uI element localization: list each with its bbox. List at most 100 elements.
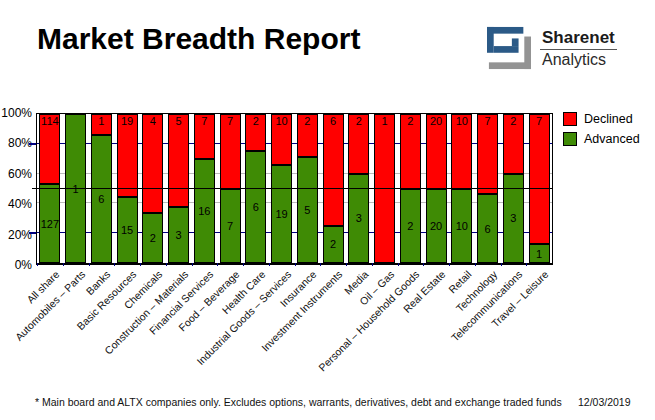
x-axis-tick <box>243 263 244 266</box>
x-axis-tick <box>372 263 373 266</box>
advanced-count: 1 <box>529 248 550 259</box>
bar-Investment Instruments: 62 <box>323 114 344 263</box>
declined-count: 2 <box>400 116 421 127</box>
bar-Construction – Materials: 53 <box>168 114 189 263</box>
x-axis-tick <box>346 263 347 266</box>
y-axis-tick <box>29 232 36 234</box>
bar-Financial Services: 716 <box>194 114 215 263</box>
y-axis-tick <box>29 143 36 145</box>
x-axis-tick <box>63 263 64 266</box>
declined-segment <box>323 114 344 226</box>
x-axis-labels: All shareAutomobiles – PartsBanksBasic R… <box>36 268 553 398</box>
declined-count: 4 <box>142 116 163 127</box>
advanced-count: 19 <box>271 209 292 220</box>
x-axis-tick <box>501 263 502 266</box>
advanced-count: 127 <box>39 218 60 229</box>
declined-count: 5 <box>168 116 189 127</box>
x-axis-tick <box>217 263 218 266</box>
declined-count: 7 <box>477 116 498 127</box>
bar-slot: 2020 <box>423 114 449 263</box>
logo-name: Sharenet <box>540 28 617 50</box>
declined-count: 2 <box>503 116 524 127</box>
y-axis-label: 40% <box>0 197 32 211</box>
bar-slot: 1010 <box>449 114 475 263</box>
bar-Industrial Goods – Services: 10 19 <box>271 114 292 263</box>
y-axis-labels: 100%80%60%40%20%0% <box>0 113 32 265</box>
y-axis-label: 80% <box>0 136 32 150</box>
advanced-count: 7 <box>220 220 241 231</box>
declined-count: 7 <box>220 116 241 127</box>
x-axis-tick <box>449 263 450 266</box>
x-axis-tick <box>526 263 527 266</box>
bar-slot: 10 19 <box>269 114 295 263</box>
sharenet-logo: Sharenet Analytics <box>487 26 617 70</box>
advanced-swatch <box>563 132 577 146</box>
declined-count: 2 <box>245 116 266 127</box>
x-axis-tick <box>140 263 141 266</box>
advanced-count: 3 <box>348 213 369 224</box>
advanced-count: 6 <box>245 202 266 213</box>
y-axis-label: 20% <box>0 228 32 242</box>
bar-Banks: 16 <box>91 114 112 263</box>
advanced-count: 5 <box>297 204 318 215</box>
declined-segment <box>529 114 550 244</box>
bar-slot: 77 <box>217 114 243 263</box>
footnote: * Main board and ALTX companies only. Ex… <box>35 396 562 408</box>
fifty-percent-line <box>32 188 552 189</box>
x-axis-tick <box>398 263 399 266</box>
bar-Personal – Household Goods: 22 <box>400 114 421 263</box>
bar-slot: 23 <box>346 114 372 263</box>
x-axis-tick <box>269 263 270 266</box>
logo-sub: Analytics <box>540 50 617 69</box>
bar-slot: 1 <box>372 114 398 263</box>
bar-slot: 1 <box>63 114 89 263</box>
bar-Health Care: 26 <box>245 114 266 263</box>
bar-Automobiles – Parts: 1 <box>65 114 86 263</box>
bar-Media: 23 <box>348 114 369 263</box>
bar-Insurance: 25 <box>297 114 318 263</box>
x-axis-tick <box>423 263 424 266</box>
legend-item-declined: Declined <box>563 112 640 126</box>
bar-slot: 716 <box>192 114 218 263</box>
advanced-count: 20 <box>426 220 447 231</box>
bar-Food – Beverage: 77 <box>220 114 241 263</box>
logo-blue-shape <box>487 27 523 53</box>
bar-slot: 26 <box>243 114 269 263</box>
advanced-count: 6 <box>477 223 498 234</box>
declined-swatch <box>563 112 577 126</box>
advanced-count: 1 <box>65 183 86 194</box>
y-axis-label: 0% <box>0 258 32 272</box>
bar-slot: 62 <box>320 114 346 263</box>
advanced-count: 2 <box>323 239 344 250</box>
x-axis-tick <box>37 263 38 266</box>
x-axis-tick <box>166 263 167 266</box>
declined-count: 1 <box>374 116 395 127</box>
sharenet-s-icon <box>487 26 531 70</box>
bar-slot: 23 <box>501 114 527 263</box>
bar-Technology: 76 <box>477 114 498 263</box>
y-axis-label: 100% <box>0 106 32 120</box>
bar-slot: 22 <box>398 114 424 263</box>
declined-count: 20 <box>426 116 447 127</box>
report-date: 12/03/2019 <box>578 396 631 408</box>
page-title: Market Breadth Report <box>37 22 360 56</box>
x-axis-tick <box>295 263 296 266</box>
declined-count: 10 <box>271 116 292 127</box>
x-axis-tick <box>114 263 115 266</box>
advanced-count: 16 <box>194 206 215 217</box>
advanced-count: 3 <box>168 230 189 241</box>
bar-Travel – Leisure: 71 <box>529 114 550 263</box>
bar-Retail: 1010 <box>451 114 472 263</box>
plot-area: 1141271161915425371677261019256223122202… <box>36 113 553 265</box>
advanced-count: 6 <box>91 194 112 205</box>
bar-Oil – Gas: 1 <box>374 114 395 263</box>
bar-slot: 53 <box>166 114 192 263</box>
bar-Telecommunications: 23 <box>503 114 524 263</box>
advanced-count: 2 <box>142 233 163 244</box>
legend-label-advanced: Advanced <box>584 132 640 146</box>
legend: Declined Advanced <box>563 112 640 152</box>
x-axis-tick <box>320 263 321 266</box>
bar-Real Estate: 2020 <box>426 114 447 263</box>
bar-slot: 76 <box>475 114 501 263</box>
legend-label-declined: Declined <box>584 112 633 126</box>
